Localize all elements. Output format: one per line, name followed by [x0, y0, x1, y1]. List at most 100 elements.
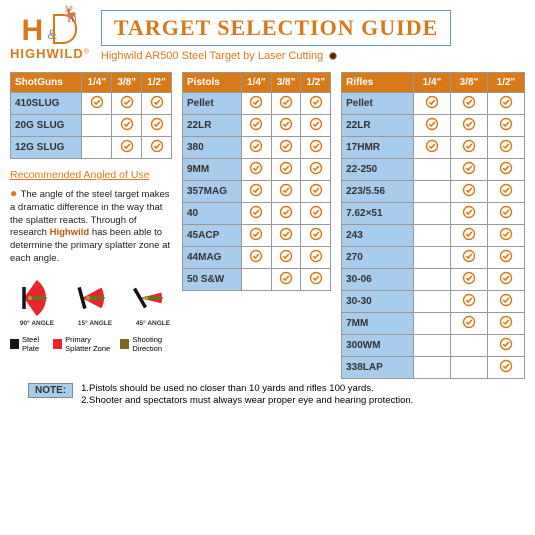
legend: Steel Plate Primary Splatter Zone Shooti… [10, 335, 172, 353]
check-icon [499, 141, 513, 156]
check-icon [309, 119, 323, 134]
check-icon [120, 97, 134, 112]
table-row: 30-30 [342, 291, 525, 313]
note-label: NOTE: [28, 383, 73, 398]
bullet-hole-icon [329, 52, 337, 60]
check-icon [279, 229, 293, 244]
check-icon [150, 141, 164, 156]
check-icon [249, 185, 263, 200]
check-icon [120, 119, 134, 134]
check-icon [309, 273, 323, 288]
check-icon [462, 163, 476, 178]
check-icon [499, 361, 513, 376]
rifles-table: Rifles1/4"3/8"1/2"Pellet22LR17HMR22-2502… [341, 72, 525, 379]
angle-diagrams: 90° ANGLE 15° ANGLE 45° ANGLE [10, 274, 172, 327]
check-icon [279, 97, 293, 112]
check-icon [249, 229, 263, 244]
check-icon [462, 229, 476, 244]
check-icon [425, 97, 439, 112]
check-icon [120, 141, 134, 156]
brand-name: HIGHWILD [10, 46, 84, 61]
check-icon [150, 119, 164, 134]
table-row: 22-250 [342, 159, 525, 181]
check-icon [279, 119, 293, 134]
table-row: 300WM [342, 335, 525, 357]
check-icon [462, 119, 476, 134]
check-icon [499, 317, 513, 332]
check-icon [249, 141, 263, 156]
check-icon [499, 295, 513, 310]
check-icon [309, 97, 323, 112]
check-icon [462, 295, 476, 310]
table-row: Pellet [342, 93, 525, 115]
table-row: 380 [183, 137, 331, 159]
check-icon [249, 97, 263, 112]
note-text: 1.Pistols should be used no closer than … [81, 383, 413, 408]
check-icon [499, 229, 513, 244]
check-icon [279, 185, 293, 200]
page-subtitle: Highwild AR500 Steel Target by Laser Cut… [101, 50, 323, 62]
page-title: TARGET SELECTION GUIDE [101, 10, 451, 46]
check-icon [249, 163, 263, 178]
deer-icon: 🦌 [62, 4, 82, 24]
table-row: 45ACP [183, 225, 331, 247]
check-icon [462, 207, 476, 222]
table-row: 9MM [183, 159, 331, 181]
check-icon [462, 251, 476, 266]
check-icon [279, 207, 293, 222]
check-icon [499, 119, 513, 134]
check-icon [462, 273, 476, 288]
table-row: 12G SLUG [11, 137, 172, 159]
brand-logo: H& 🦌 HIGHWILD® [10, 8, 89, 61]
pistols-table: Pistols1/4"3/8"1/2"Pellet22LR3809MM357MA… [182, 72, 331, 291]
check-icon [249, 119, 263, 134]
table-row: 223/5.56 [342, 181, 525, 203]
check-icon [462, 141, 476, 156]
table-row: 22LR [183, 115, 331, 137]
check-icon [499, 339, 513, 354]
check-icon [425, 141, 439, 156]
recommend-text: ● The angle of the steel target makes a … [10, 185, 172, 266]
check-icon [90, 97, 104, 112]
table-row: 30-06 [342, 269, 525, 291]
check-icon [309, 251, 323, 266]
angle-diagram: 45° ANGLE [126, 274, 180, 327]
table-row: 270 [342, 247, 525, 269]
recommend-title: Recommended Angled of Use [10, 169, 172, 181]
check-icon [425, 119, 439, 134]
check-icon [309, 229, 323, 244]
check-icon [499, 163, 513, 178]
check-icon [499, 273, 513, 288]
table-row: 17HMR [342, 137, 525, 159]
check-icon [309, 163, 323, 178]
check-icon [499, 251, 513, 266]
table-row: 410SLUG [11, 93, 172, 115]
check-icon [150, 97, 164, 112]
table-row: 50 S&W [183, 269, 331, 291]
angle-diagram: 15° ANGLE [68, 274, 122, 327]
check-icon [279, 163, 293, 178]
check-icon [249, 251, 263, 266]
check-icon [462, 185, 476, 200]
table-row: 20G SLUG [11, 115, 172, 137]
check-icon [499, 185, 513, 200]
check-icon [462, 97, 476, 112]
check-icon [249, 207, 263, 222]
check-icon [309, 207, 323, 222]
table-row: 357MAG [183, 181, 331, 203]
table-row: Pellet [183, 93, 331, 115]
table-row: 40 [183, 203, 331, 225]
angle-diagram: 90° ANGLE [10, 274, 64, 327]
table-row: 44MAG [183, 247, 331, 269]
check-icon [309, 141, 323, 156]
check-icon [499, 97, 513, 112]
check-icon [279, 141, 293, 156]
check-icon [279, 273, 293, 288]
check-icon [462, 317, 476, 332]
check-icon [279, 251, 293, 266]
table-row: 338LAP [342, 357, 525, 379]
table-row: 22LR [342, 115, 525, 137]
table-row: 7.62×51 [342, 203, 525, 225]
check-icon [309, 185, 323, 200]
table-row: 7MM [342, 313, 525, 335]
